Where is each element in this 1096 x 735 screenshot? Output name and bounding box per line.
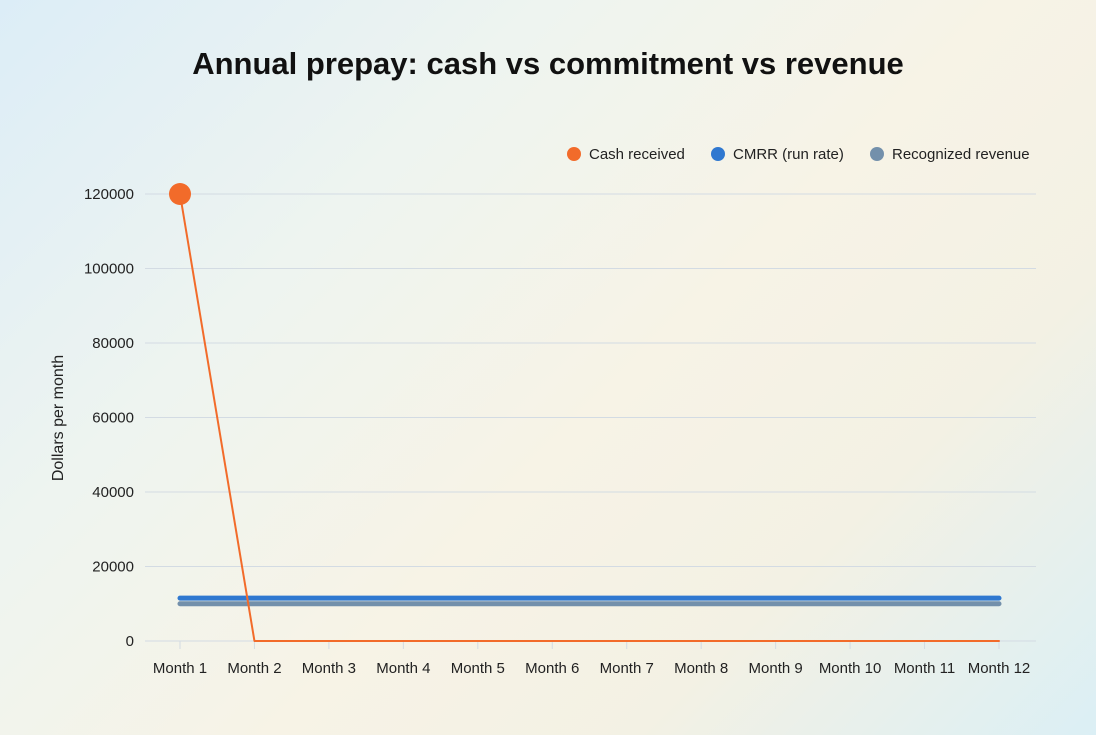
x-tick-label: Month 8 — [674, 660, 728, 677]
series-line-0 — [179, 193, 1000, 642]
x-tick-label: Month 5 — [451, 660, 505, 677]
legend-marker — [870, 147, 884, 161]
x-tick-label: Month 3 — [302, 660, 356, 677]
x-tick-label: Month 11 — [894, 660, 955, 677]
y-tick-label: 60000 — [92, 410, 134, 427]
legend-label: CMRR (run rate) — [733, 146, 844, 163]
y-tick-label: 0 — [126, 633, 134, 650]
x-tick-label: Month 12 — [968, 660, 1031, 677]
x-tick-label: Month 9 — [749, 660, 803, 677]
legend-label: Recognized revenue — [892, 146, 1030, 163]
y-axis-label: Dollars per month — [50, 355, 67, 481]
y-tick-label: 80000 — [92, 335, 134, 352]
y-tick-label: 100000 — [84, 261, 134, 278]
x-tick-label: Month 1 — [153, 660, 207, 677]
x-tick-label: Month 6 — [525, 660, 579, 677]
legend-label: Cash received — [589, 146, 685, 163]
x-tick-label: Month 10 — [819, 660, 882, 677]
data-point — [169, 183, 191, 205]
legend-marker — [567, 147, 581, 161]
y-tick-label: 20000 — [92, 559, 134, 576]
x-tick-label: Month 4 — [376, 660, 430, 677]
legend-marker — [711, 147, 725, 161]
y-tick-label: 120000 — [84, 186, 134, 203]
y-tick-label: 40000 — [92, 484, 134, 501]
chart-title: Annual prepay: cash vs commitment vs rev… — [192, 46, 904, 81]
x-tick-label: Month 2 — [227, 660, 281, 677]
x-tick-label: Month 7 — [600, 660, 654, 677]
